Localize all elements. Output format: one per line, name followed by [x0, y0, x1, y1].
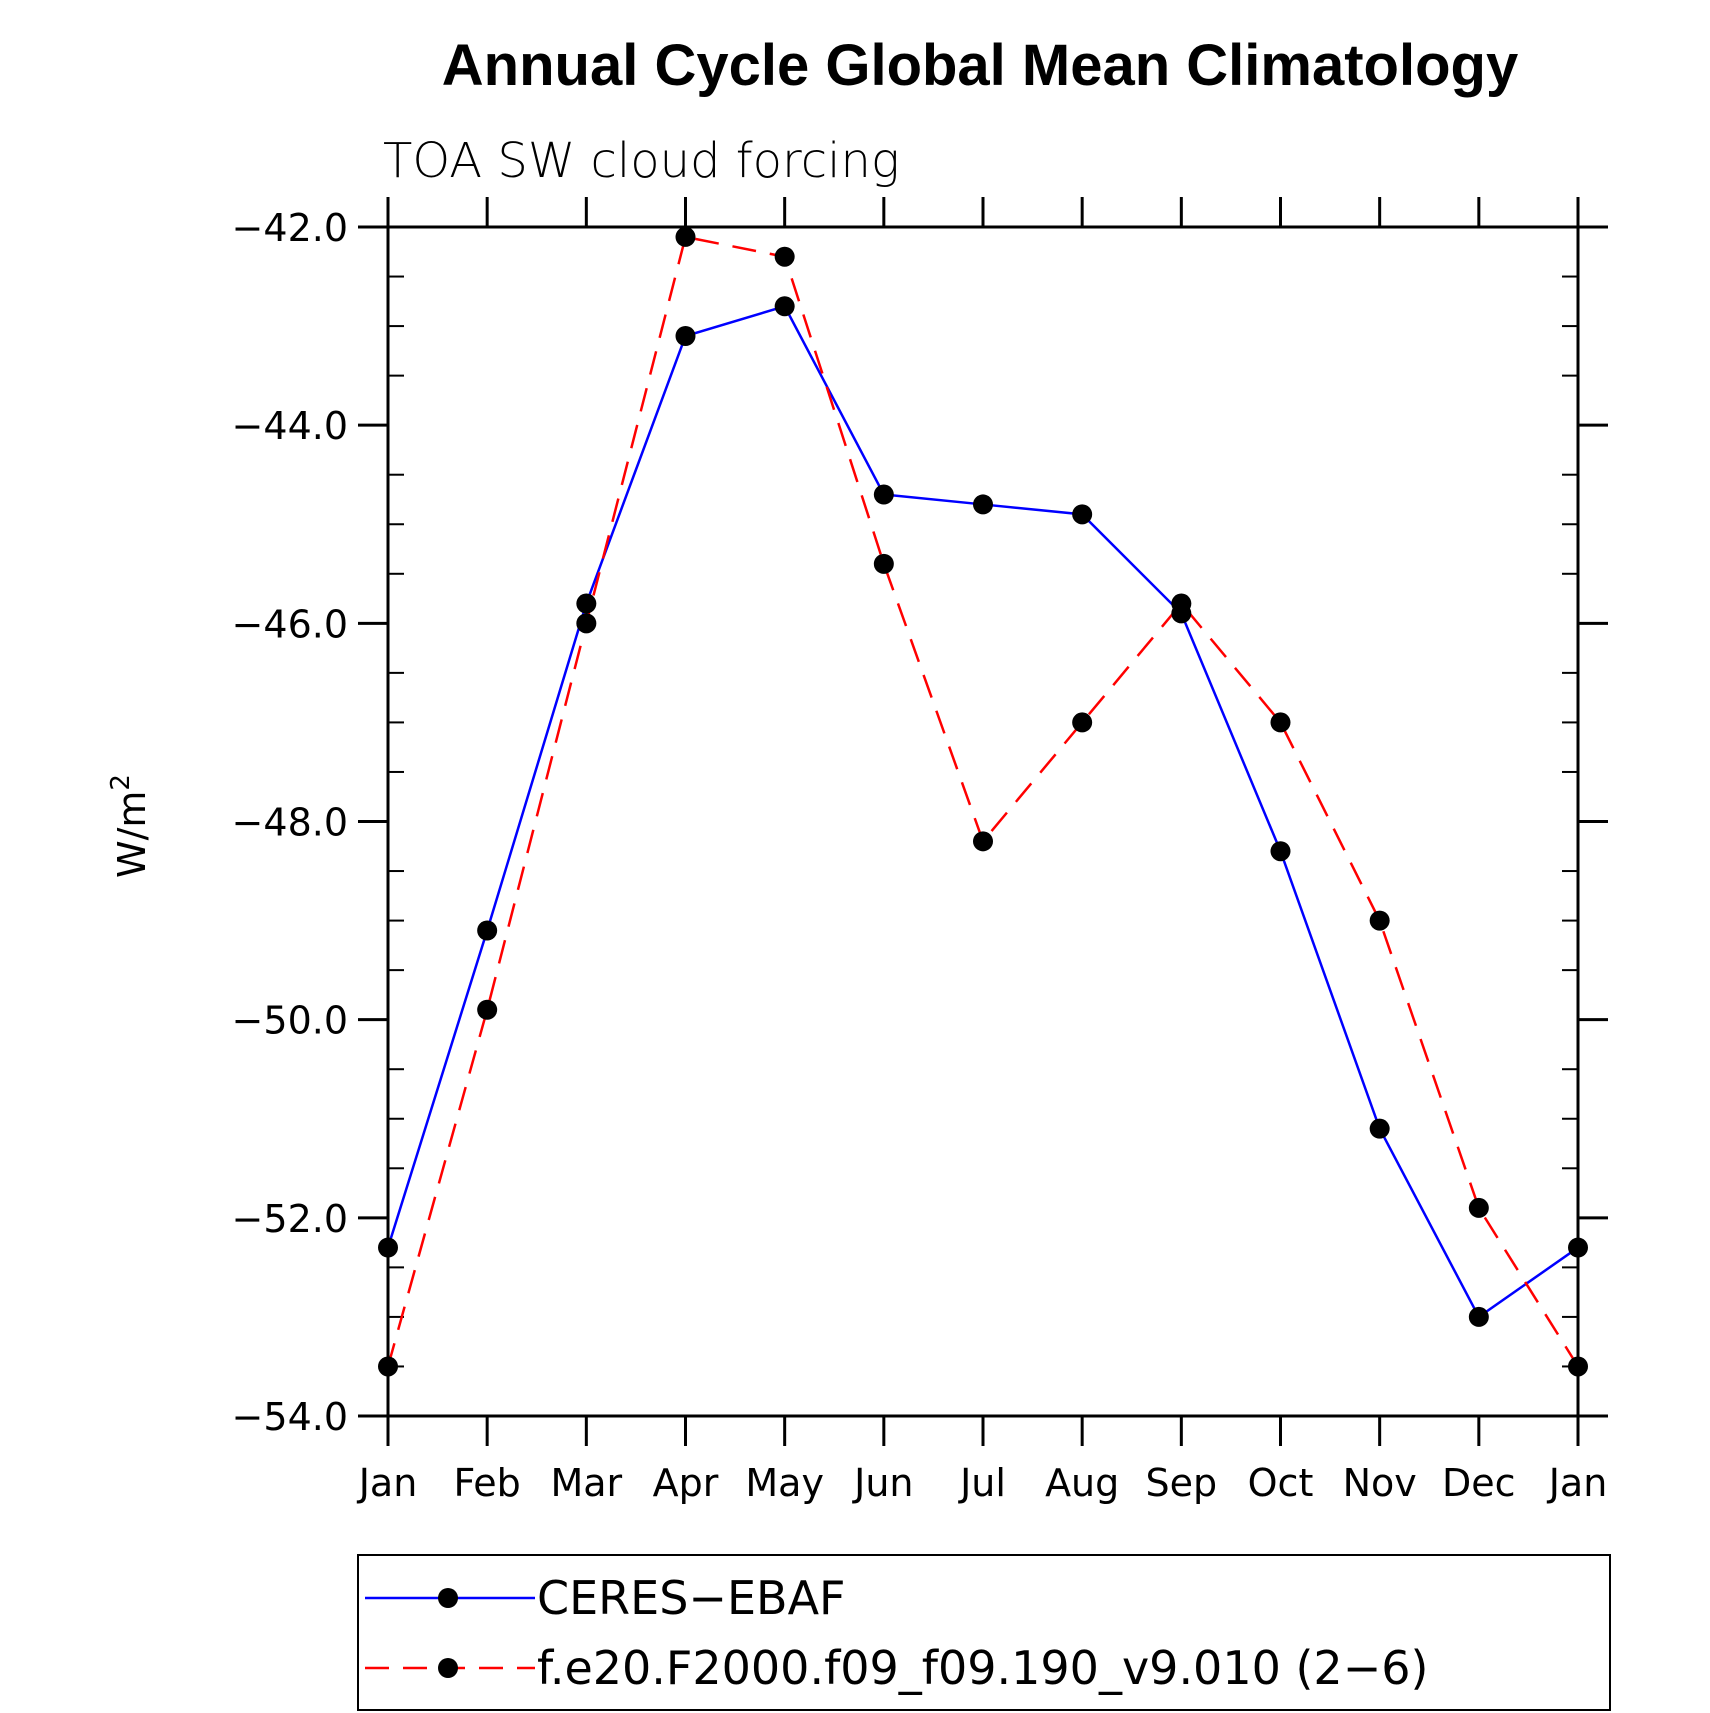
x-tick-label: Apr [653, 1461, 719, 1505]
data-point-series-1 [1072, 712, 1093, 733]
data-point-series-0 [378, 1237, 398, 1258]
y-axis-label-superscript: 2 [106, 774, 136, 791]
data-point-series-0 [1468, 1306, 1489, 1327]
legend-label-ceres: CERES−EBAF [537, 1571, 846, 1625]
x-tick-label: Nov [1343, 1461, 1417, 1505]
x-tick-label: Feb [454, 1461, 521, 1505]
x-tick-label: Aug [1045, 1461, 1119, 1505]
data-point-series-1 [378, 1356, 398, 1377]
data-point-series-1 [576, 613, 597, 634]
series-line-1 [386, 235, 1580, 1368]
data-point-series-0 [774, 296, 795, 317]
plot-frame [386, 225, 1580, 1418]
chart-title: Annual Cycle Global Mean Climatology [442, 33, 1518, 98]
data-point-series-0 [873, 484, 894, 505]
data-point-series-1 [1568, 1356, 1588, 1377]
x-tick-label: Mar [550, 1461, 622, 1505]
data-point-series-1 [1171, 593, 1192, 614]
series-layer [378, 226, 1588, 1377]
series-line-0 [386, 304, 1579, 1319]
chart-subtitle: TOA SW cloud forcing [383, 133, 900, 189]
data-point-series-0 [1369, 1118, 1390, 1139]
data-point-series-1 [973, 831, 993, 852]
x-tick-label: Dec [1442, 1461, 1516, 1505]
data-point-series-0 [576, 593, 597, 614]
y-tick-label: −54.0 [232, 1395, 348, 1439]
legend: CERES−EBAF f.e20.F2000.f09_f09.190_v9.01… [357, 1554, 1611, 1711]
legend-label-model: f.e20.F2000.f09_f09.190_v9.010 (2−6) [537, 1641, 1428, 1695]
x-tick-label: Oct [1248, 1461, 1314, 1505]
svg-text:W/m2: W/m2 [106, 774, 154, 878]
data-point-series-0 [477, 920, 498, 941]
y-tick-label: −44.0 [232, 404, 348, 448]
data-point-series-0 [675, 325, 696, 346]
y-tick-label: −52.0 [232, 1197, 348, 1241]
y-axis-label: W/m2 [106, 774, 154, 878]
x-tick-label: May [745, 1461, 824, 1505]
data-point-series-0 [1568, 1237, 1588, 1258]
axes: Jan Feb Mar Apr May Jun Jul Aug Sep Oct Nov Dec Jan−… [232, 197, 1608, 1505]
x-tick-label: Jul [958, 1461, 1006, 1505]
x-tick-label: Jan [357, 1461, 418, 1505]
data-point-series-1 [774, 246, 795, 267]
y-tick-label: −48.0 [232, 801, 348, 845]
data-point-series-0 [1270, 841, 1291, 862]
data-point-series-0 [973, 494, 993, 515]
y-axis-label-text: W/m [110, 791, 154, 878]
legend-marker-model [438, 1658, 458, 1678]
data-point-series-0 [1072, 504, 1093, 525]
legend-box [357, 1554, 1611, 1711]
data-point-series-1 [1468, 1197, 1489, 1218]
data-point-series-1 [675, 226, 696, 247]
data-point-series-1 [1270, 712, 1291, 733]
data-point-series-1 [1369, 910, 1390, 931]
x-tick-label: Jan [1547, 1461, 1608, 1505]
y-tick-label: −50.0 [232, 999, 348, 1043]
y-tick-label: −46.0 [232, 602, 348, 646]
y-tick-label: −42.0 [232, 206, 348, 250]
data-point-series-1 [477, 999, 498, 1020]
x-tick-label: Jun [852, 1461, 913, 1505]
x-tick-label: Sep [1146, 1461, 1218, 1505]
data-point-series-1 [873, 553, 894, 574]
legend-marker-ceres [438, 1588, 458, 1608]
